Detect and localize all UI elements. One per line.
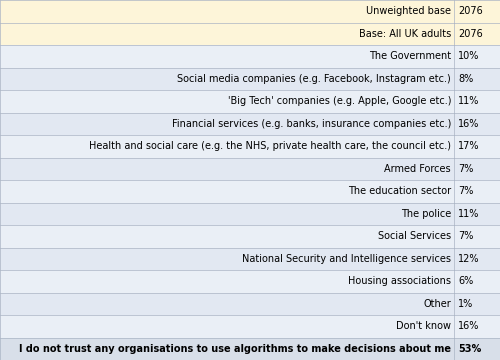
- Bar: [0, 248, 500, 270]
- Text: 2076: 2076: [458, 29, 483, 39]
- Text: Social media companies (e.g. Facebook, Instagram etc.): Social media companies (e.g. Facebook, I…: [177, 74, 451, 84]
- Bar: [0, 135, 500, 158]
- Text: 53%: 53%: [458, 344, 481, 354]
- Text: 10%: 10%: [458, 51, 479, 61]
- Text: Health and social care (e.g. the NHS, private health care, the council etc.): Health and social care (e.g. the NHS, pr…: [89, 141, 451, 151]
- Text: 2076: 2076: [458, 6, 483, 16]
- Text: 11%: 11%: [458, 209, 479, 219]
- Text: Social Services: Social Services: [378, 231, 451, 241]
- Bar: [0, 45, 500, 68]
- Bar: [0, 68, 500, 90]
- Bar: [0, 315, 500, 338]
- Text: The education sector: The education sector: [348, 186, 451, 196]
- Text: Housing associations: Housing associations: [348, 276, 451, 286]
- Bar: [0, 0, 500, 22]
- Bar: [0, 158, 500, 180]
- Bar: [0, 202, 500, 225]
- Text: Financial services (e.g. banks, insurance companies etc.): Financial services (e.g. banks, insuranc…: [172, 119, 451, 129]
- Bar: [0, 112, 500, 135]
- Text: Other: Other: [423, 299, 451, 309]
- Text: 7%: 7%: [458, 186, 473, 196]
- Bar: [0, 22, 500, 45]
- Text: I do not trust any organisations to use algorithms to make decisions about me: I do not trust any organisations to use …: [19, 344, 451, 354]
- Text: 16%: 16%: [458, 321, 479, 331]
- Bar: [0, 225, 500, 248]
- Text: Armed Forces: Armed Forces: [384, 164, 451, 174]
- Text: 11%: 11%: [458, 96, 479, 106]
- Text: Base: All UK adults: Base: All UK adults: [359, 29, 451, 39]
- Text: 1%: 1%: [458, 299, 473, 309]
- Text: Don't know: Don't know: [396, 321, 451, 331]
- Text: 8%: 8%: [458, 74, 473, 84]
- Text: National Security and Intelligence services: National Security and Intelligence servi…: [242, 254, 451, 264]
- Bar: [0, 180, 500, 202]
- Text: 12%: 12%: [458, 254, 479, 264]
- Bar: [0, 338, 500, 360]
- Text: The police: The police: [401, 209, 451, 219]
- Text: 6%: 6%: [458, 276, 473, 286]
- Text: 7%: 7%: [458, 164, 473, 174]
- Text: The Government: The Government: [369, 51, 451, 61]
- Text: 16%: 16%: [458, 119, 479, 129]
- Text: 17%: 17%: [458, 141, 479, 151]
- Bar: [0, 270, 500, 292]
- Bar: [0, 90, 500, 112]
- Text: 'Big Tech' companies (e.g. Apple, Google etc.): 'Big Tech' companies (e.g. Apple, Google…: [228, 96, 451, 106]
- Text: Unweighted base: Unweighted base: [366, 6, 451, 16]
- Bar: [0, 292, 500, 315]
- Text: 7%: 7%: [458, 231, 473, 241]
